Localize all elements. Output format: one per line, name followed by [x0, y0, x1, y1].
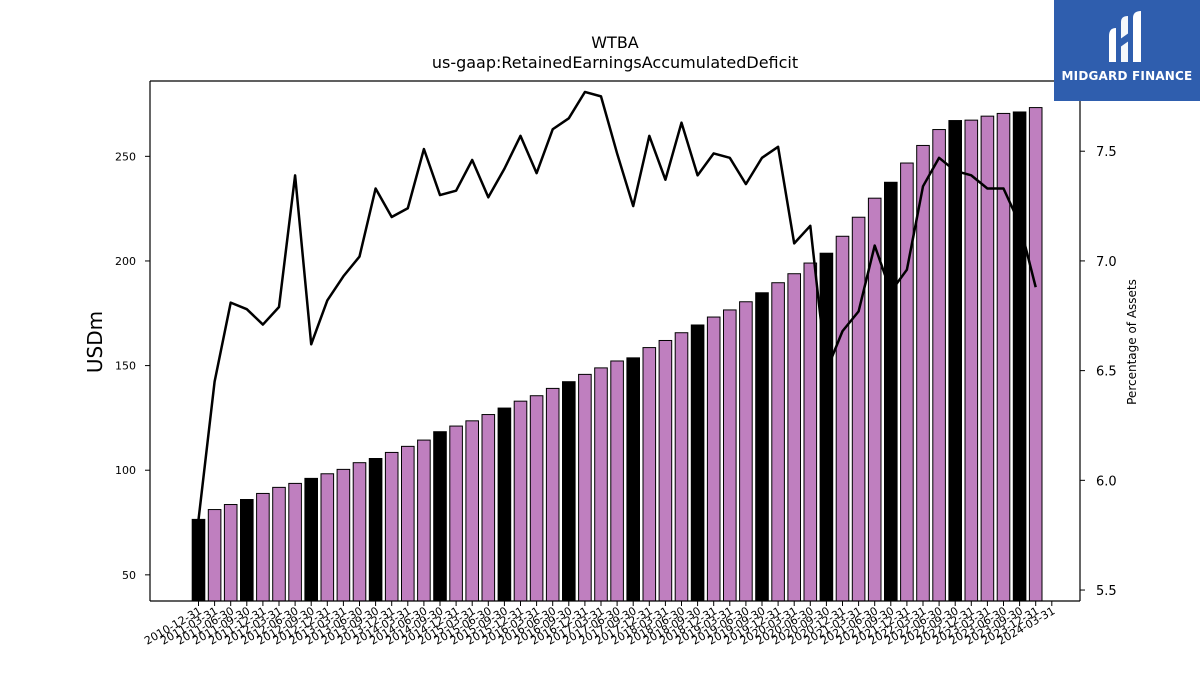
- bar: [191, 518, 206, 602]
- bar: [674, 332, 689, 602]
- bar: [900, 162, 914, 602]
- bar: [481, 414, 496, 602]
- bar: [755, 292, 769, 602]
- bar: [610, 360, 624, 602]
- bar: [739, 301, 753, 602]
- bar: [401, 445, 415, 602]
- bar: [819, 252, 834, 602]
- chart-title: WTBA: [591, 33, 639, 52]
- midgard-logo-icon: [1109, 11, 1141, 62]
- bar: [368, 458, 383, 602]
- logo-text: MIDGARD FINANCE: [1061, 69, 1193, 83]
- bar: [545, 387, 560, 602]
- bar: [884, 181, 898, 602]
- bars-layer: [191, 107, 1043, 602]
- bar: [465, 420, 479, 602]
- line-layer: [197, 90, 1037, 520]
- y2-tick-label: 7.5: [1096, 145, 1117, 160]
- bar: [352, 462, 367, 602]
- bar: [320, 473, 335, 602]
- bar: [304, 477, 318, 602]
- y2-axis-label: Percentage of Assets: [1125, 279, 1139, 405]
- axes-layer: 501001502002505.56.06.57.07.52010-12-312…: [115, 80, 1117, 648]
- percentage-line: [197, 90, 1037, 520]
- y2-tick-label: 7.0: [1096, 255, 1117, 270]
- y2-tick-label: 6.5: [1096, 365, 1117, 380]
- bar: [578, 373, 592, 602]
- bar: [996, 112, 1011, 602]
- bar: [771, 282, 785, 602]
- y-tick-label: 50: [122, 569, 136, 582]
- bar: [964, 119, 979, 602]
- chart-subtitle: us-gaap:RetainedEarningsAccumulatedDefic…: [432, 53, 798, 72]
- bar: [240, 499, 254, 602]
- bar: [288, 482, 302, 602]
- bar: [803, 262, 818, 602]
- y2-tick-label: 6.0: [1096, 474, 1117, 489]
- bar: [433, 431, 447, 602]
- bar: [642, 347, 657, 602]
- y2-tick-label: 5.5: [1096, 584, 1117, 599]
- y-tick-label: 100: [115, 464, 136, 477]
- bar: [626, 357, 641, 602]
- bar: [1012, 111, 1027, 602]
- bar: [223, 504, 238, 602]
- y-axis-label: USDm: [83, 311, 107, 373]
- bar: [594, 367, 608, 602]
- bar: [513, 400, 528, 602]
- bar: [272, 486, 286, 602]
- bar: [529, 395, 544, 602]
- bar: [787, 273, 802, 602]
- bar: [497, 407, 512, 602]
- y-tick-label: 150: [115, 360, 136, 373]
- bar: [948, 120, 963, 602]
- bar: [1028, 107, 1043, 602]
- bar: [835, 235, 850, 602]
- bar: [207, 509, 222, 602]
- y-tick-label: 200: [115, 255, 136, 268]
- bar: [723, 309, 737, 602]
- bar: [384, 451, 399, 602]
- bar: [851, 216, 866, 602]
- bar: [336, 468, 351, 602]
- bar: [690, 324, 705, 602]
- midgard-finance-logo: MIDGARD FINANCE: [1054, 0, 1200, 101]
- bar: [932, 129, 946, 602]
- bar: [562, 381, 576, 602]
- bar: [256, 492, 270, 602]
- bar: [417, 439, 431, 602]
- bar: [658, 339, 673, 602]
- bar: [706, 316, 721, 602]
- bar: [449, 425, 463, 602]
- y-tick-label: 250: [115, 150, 136, 163]
